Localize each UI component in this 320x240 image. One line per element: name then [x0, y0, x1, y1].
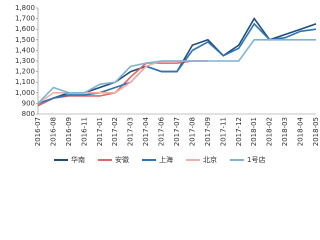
x-tick-label: 2017-01 — [96, 117, 104, 146]
legend-label: 安徽 — [115, 155, 129, 164]
x-tick-label: 2017-08 — [188, 117, 196, 146]
x-tick-label: 2016-08 — [49, 117, 57, 146]
y-tick-label: 1,800 — [15, 4, 35, 12]
x-tick-label: 2017-07 — [173, 117, 181, 146]
x-tick-label: 2016-11 — [80, 117, 88, 146]
x-tick-label: 2018-04 — [297, 116, 305, 146]
y-tick-label: 1,700 — [15, 15, 35, 23]
series-line — [37, 60, 208, 107]
x-tick-label: 2017-12 — [235, 117, 243, 146]
y-tick-label: 800 — [22, 110, 35, 118]
x-tick-label: 2016-09 — [65, 117, 73, 146]
x-tick-label: 2017-09 — [204, 117, 212, 146]
legend-label: 上海 — [159, 155, 173, 164]
y-tick-label: 1,300 — [15, 57, 35, 65]
x-tick-label: 2017-06 — [158, 116, 166, 146]
series-line — [37, 39, 316, 104]
y-tick-label: 1,100 — [15, 78, 35, 86]
y-tick-label: 1,500 — [15, 36, 35, 44]
x-tick-label: 2017-02 — [111, 117, 119, 146]
y-tick-label: 1,200 — [15, 68, 35, 76]
x-tick-label: 2017-03 — [127, 117, 135, 146]
legend-label: 北京 — [203, 155, 217, 164]
x-tick-label: 2016-07 — [34, 117, 42, 146]
x-tick-label: 2017-04 — [142, 116, 150, 146]
x-tick-label: 2018-03 — [281, 117, 289, 146]
legend-label: 华南 — [71, 155, 85, 164]
legend-label: 1号店 — [247, 155, 265, 164]
x-tick-label: 2018-02 — [266, 117, 274, 146]
y-tick-label: 1,400 — [15, 46, 35, 54]
x-tick-label: 2018-01 — [250, 117, 258, 146]
y-tick-label: 900 — [22, 99, 35, 107]
x-tick-label: 2017-11 — [219, 117, 227, 146]
y-tick-label: 1,600 — [15, 25, 35, 33]
chart: 800 900 1,000 1,100 1,200 1,300 1,400 1,500 1,60… — [15, 4, 320, 164]
y-tick-label: 1,000 — [15, 89, 35, 97]
x-tick-label: 2018-05 — [312, 117, 320, 146]
